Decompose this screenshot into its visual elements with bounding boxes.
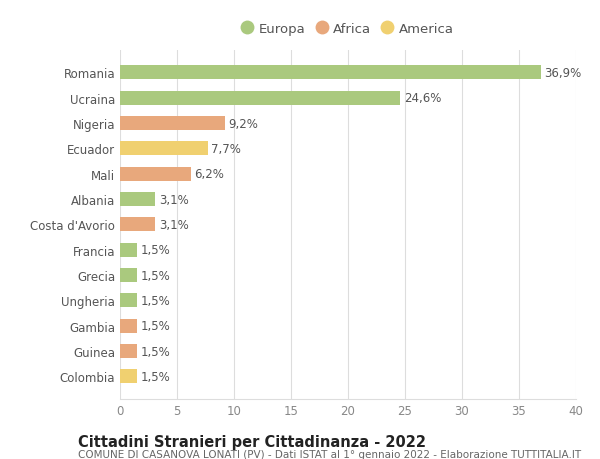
Bar xyxy=(120,319,137,333)
Text: 1,5%: 1,5% xyxy=(140,345,170,358)
Bar xyxy=(120,92,400,106)
Bar xyxy=(120,67,541,80)
Text: 7,7%: 7,7% xyxy=(211,143,241,156)
Text: Cittadini Stranieri per Cittadinanza - 2022: Cittadini Stranieri per Cittadinanza - 2… xyxy=(78,434,426,449)
Text: 24,6%: 24,6% xyxy=(404,92,441,105)
Bar xyxy=(120,117,225,131)
Text: 9,2%: 9,2% xyxy=(229,118,258,130)
Bar xyxy=(120,369,137,383)
Text: 1,5%: 1,5% xyxy=(140,294,170,307)
Text: 1,5%: 1,5% xyxy=(140,269,170,282)
Bar xyxy=(120,193,155,207)
Bar xyxy=(120,294,137,308)
Bar xyxy=(120,269,137,282)
Text: 6,2%: 6,2% xyxy=(194,168,224,181)
Text: 3,1%: 3,1% xyxy=(159,193,188,206)
Text: COMUNE DI CASANOVA LONATI (PV) - Dati ISTAT al 1° gennaio 2022 - Elaborazione TU: COMUNE DI CASANOVA LONATI (PV) - Dati IS… xyxy=(78,449,581,459)
Bar xyxy=(120,344,137,358)
Text: 1,5%: 1,5% xyxy=(140,370,170,383)
Text: 3,1%: 3,1% xyxy=(159,218,188,231)
Legend: Europa, Africa, America: Europa, Africa, America xyxy=(238,19,458,40)
Text: 1,5%: 1,5% xyxy=(140,244,170,257)
Bar xyxy=(120,218,155,232)
Bar xyxy=(120,168,191,181)
Bar xyxy=(120,243,137,257)
Bar xyxy=(120,142,208,156)
Text: 1,5%: 1,5% xyxy=(140,319,170,332)
Text: 36,9%: 36,9% xyxy=(544,67,581,80)
